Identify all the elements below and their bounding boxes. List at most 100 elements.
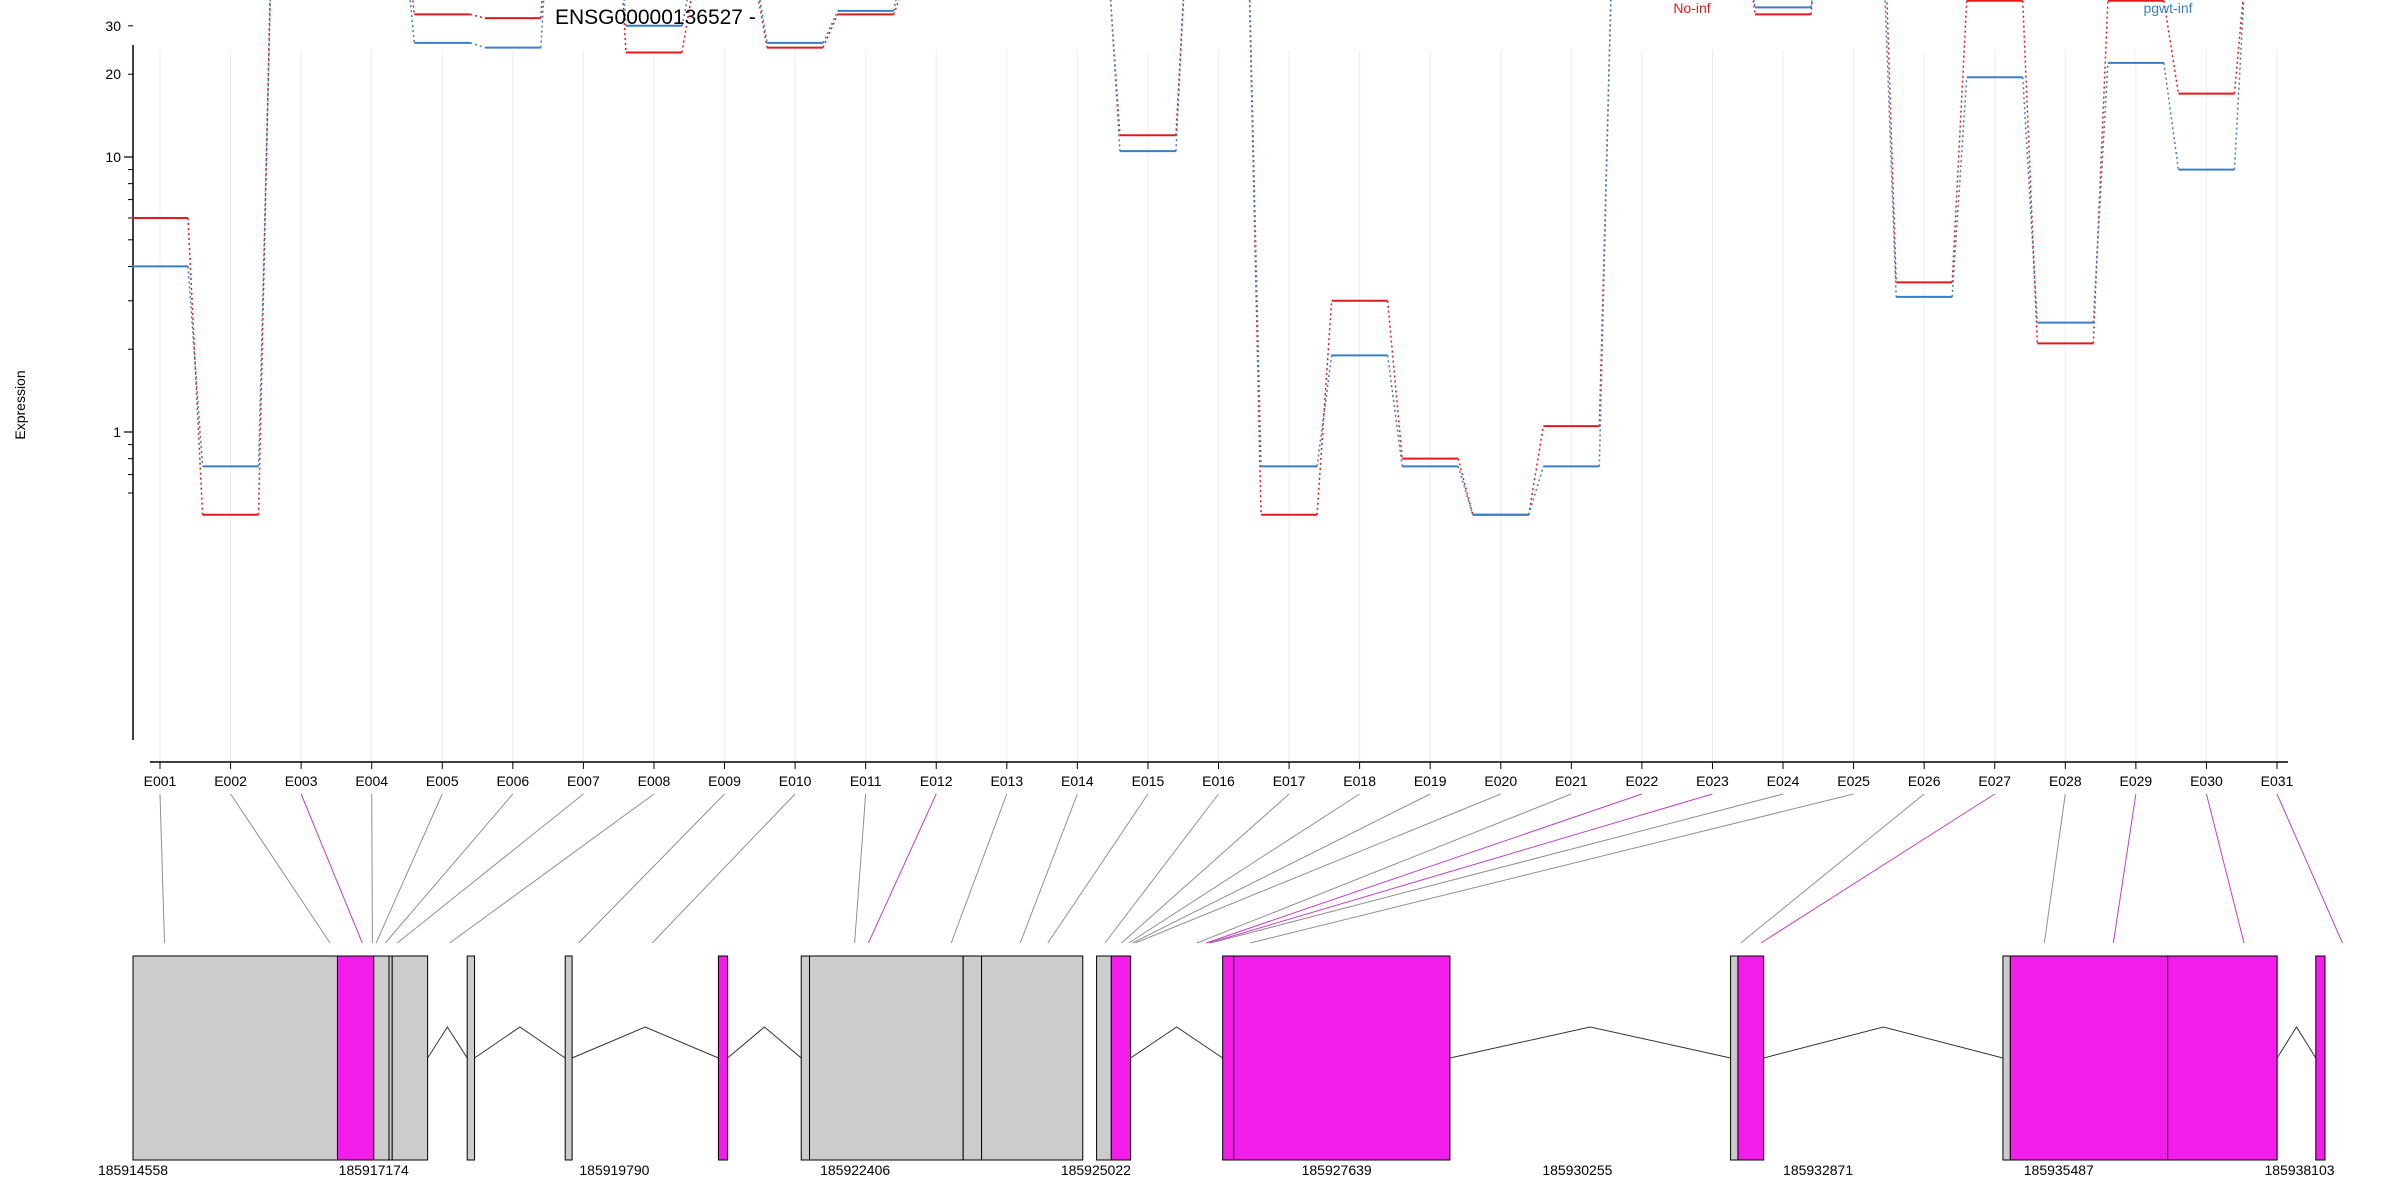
exon-block bbox=[1222, 955, 1235, 1161]
connector-segment bbox=[2163, 62, 2180, 170]
exon-connector bbox=[230, 793, 331, 944]
connector-segment bbox=[1457, 466, 1474, 515]
exon-connector bbox=[1135, 793, 1501, 944]
x-axis: E001 E002 E003 E004 E005 E006 E007 E008 E009 E010… bbox=[144, 761, 2294, 789]
y-tick-label: 30 bbox=[105, 18, 121, 34]
exon-block bbox=[466, 955, 476, 1161]
exon-block bbox=[717, 955, 729, 1161]
x-tick-label: E006 bbox=[496, 773, 529, 789]
exon-block bbox=[391, 955, 429, 1161]
connector-segment bbox=[2233, 0, 2245, 170]
connector-segment bbox=[2233, 0, 2244, 94]
x-tick-label: E031 bbox=[2261, 773, 2294, 789]
intron bbox=[1763, 1026, 2004, 1059]
connector-segment bbox=[2092, 62, 2109, 323]
exon-connector bbox=[1132, 793, 1431, 944]
x-tick-label: E009 bbox=[708, 773, 741, 789]
exon-block bbox=[336, 955, 375, 1161]
x-tick-label: E007 bbox=[567, 773, 600, 789]
intron bbox=[727, 1026, 802, 1059]
exon-connector bbox=[1208, 793, 1713, 944]
connector-segment bbox=[257, 0, 271, 515]
exon-block bbox=[1096, 955, 1112, 1161]
exon-connector bbox=[1250, 793, 1854, 944]
exon-block bbox=[1737, 955, 1765, 1161]
exon-block bbox=[2009, 955, 2169, 1161]
exon-connector bbox=[1210, 793, 1784, 944]
x-tick-label: E020 bbox=[1484, 773, 1517, 789]
series-pgwt-inf bbox=[132, 0, 2245, 516]
exon-block bbox=[809, 955, 964, 1161]
connector-segment bbox=[892, 0, 900, 15]
position-label: 185927639 bbox=[1302, 1162, 1372, 1178]
x-tick-label: E027 bbox=[1978, 773, 2011, 789]
exon-connector bbox=[2276, 793, 2343, 944]
position-label: 185935487 bbox=[2024, 1162, 2094, 1178]
exon-connector bbox=[1760, 793, 1996, 944]
exon-block bbox=[564, 955, 573, 1161]
connector-segment bbox=[1386, 355, 1403, 467]
exon-block bbox=[2315, 955, 2326, 1161]
exon-connector bbox=[2112, 793, 2137, 944]
connector-segment bbox=[540, 0, 543, 19]
x-tick-label: E016 bbox=[1202, 773, 1235, 789]
x-tick-label: E023 bbox=[1696, 773, 1729, 789]
exon-block bbox=[981, 955, 1084, 1161]
exon-connector bbox=[396, 793, 584, 944]
exon-connector bbox=[2043, 793, 2066, 944]
exon-block bbox=[962, 955, 983, 1161]
x-tick-label: E018 bbox=[1343, 773, 1376, 789]
x-tick-label: E019 bbox=[1414, 773, 1447, 789]
connector-segment bbox=[1109, 0, 1121, 152]
exon-block bbox=[132, 955, 338, 1161]
vertical-gridlines bbox=[159, 50, 2278, 762]
exon-connector bbox=[371, 793, 373, 944]
x-tick-label: E021 bbox=[1555, 773, 1588, 789]
x-tick-label: E017 bbox=[1273, 773, 1306, 789]
exon-connector bbox=[2205, 793, 2245, 944]
x-tick-label: E004 bbox=[355, 773, 388, 789]
x-tick-label: E014 bbox=[1061, 773, 1094, 789]
exon-connector bbox=[1104, 793, 1219, 944]
exon-connector bbox=[578, 793, 725, 944]
x-tick-label: E028 bbox=[2049, 773, 2082, 789]
legend-pgwt-inf: pgwt-inf bbox=[2143, 0, 2192, 16]
y-tick-label: 20 bbox=[105, 66, 121, 82]
connector-segment bbox=[1598, 0, 1612, 427]
exon-connector bbox=[867, 793, 937, 944]
intron bbox=[1449, 1026, 1731, 1059]
x-tick-label: E024 bbox=[1767, 773, 1800, 789]
connector-segment bbox=[257, 0, 272, 467]
exon-block bbox=[1110, 955, 1132, 1161]
connector-segment bbox=[1248, 0, 1262, 515]
connector-segment bbox=[1810, 0, 1813, 8]
exon-connector-lines bbox=[159, 793, 2343, 944]
connector-segment bbox=[681, 0, 689, 26]
connector-segment bbox=[1528, 466, 1545, 515]
x-tick-label: E005 bbox=[426, 773, 459, 789]
connector-segment bbox=[822, 14, 839, 48]
x-tick-label: E022 bbox=[1626, 773, 1659, 789]
exon-connector bbox=[384, 793, 514, 944]
intron bbox=[571, 1026, 719, 1059]
gene-model: 185914558 185917174 185919790 185922406 1859… bbox=[98, 955, 2335, 1178]
exon-connector bbox=[854, 793, 867, 944]
x-tick-label: E015 bbox=[1132, 773, 1165, 789]
position-label: 185922406 bbox=[820, 1162, 890, 1178]
chart-title: ENSG00000136527 - bbox=[555, 6, 756, 29]
connector-segment bbox=[470, 42, 486, 49]
x-tick-label: E012 bbox=[920, 773, 953, 789]
x-tick-label: E029 bbox=[2120, 773, 2153, 789]
series-lines bbox=[132, 0, 2245, 516]
exon-block bbox=[1233, 955, 1451, 1161]
connector-segment bbox=[1886, 0, 1897, 283]
position-label: 185919790 bbox=[579, 1162, 649, 1178]
exon-connector bbox=[449, 793, 655, 944]
connector-segment bbox=[822, 10, 839, 44]
exon-connector bbox=[1205, 793, 1643, 944]
x-tick-label: E003 bbox=[285, 773, 318, 789]
connector-segment bbox=[1598, 0, 1612, 467]
y-tick-label: 10 bbox=[105, 149, 121, 165]
connector-segment bbox=[1951, 77, 1968, 297]
exon-connector bbox=[159, 793, 165, 944]
